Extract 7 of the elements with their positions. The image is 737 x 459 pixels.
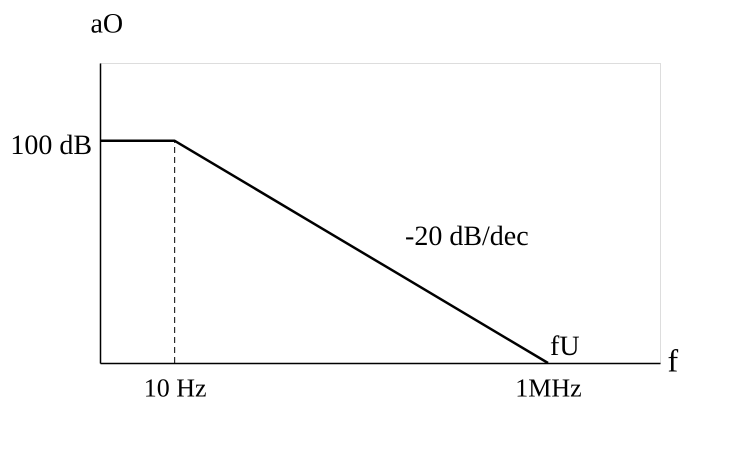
annotation: -20 dB/dec [405, 221, 529, 252]
x-axis-title: f [668, 342, 678, 378]
x-tick-label: 1MHz [515, 374, 582, 402]
annotation: 100 dB [10, 130, 92, 161]
y-axis-title: aO [90, 8, 124, 40]
annotation: fU [550, 331, 580, 362]
x-tick-label: 10 Hz [144, 374, 207, 402]
